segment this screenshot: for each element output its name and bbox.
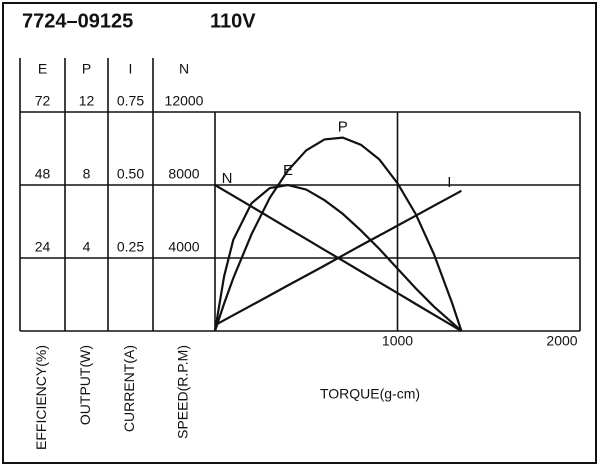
- chart-title: 7724–09125: [22, 10, 133, 32]
- y-tick-label: 12: [79, 93, 95, 109]
- y-tick-label: 24: [35, 239, 51, 255]
- series-line: [213, 136, 463, 332]
- y-tick-label: 0.50: [117, 166, 144, 182]
- x-tick-label: 2000: [546, 333, 577, 349]
- y-tick-label: 48: [35, 166, 51, 182]
- axis-label: EFFICIENCY(%): [33, 345, 49, 450]
- x-tick-label: 1000: [382, 333, 413, 349]
- axis-label: SPEED(R.P.M): [175, 345, 191, 439]
- axis-name: I: [129, 61, 133, 77]
- y-tick-label: 4: [83, 239, 91, 255]
- series-label: N: [222, 170, 233, 187]
- series-line: [213, 183, 463, 332]
- y-tick-label: 12000: [165, 93, 204, 109]
- axis-name: N: [179, 61, 189, 77]
- y-tick-label: 4000: [168, 239, 199, 255]
- y-tick-label: 8000: [168, 166, 199, 182]
- x-axis-label: TORQUE(g-cm): [320, 386, 420, 402]
- y-tick-label: 72: [35, 93, 51, 109]
- y-tick-label: 0.25: [117, 239, 144, 255]
- series-label: P: [338, 119, 348, 136]
- axis-label: CURRENT(A): [121, 345, 137, 432]
- axis-label: OUTPUT(W): [77, 345, 93, 425]
- series-line: [214, 189, 462, 327]
- axis-name: P: [82, 61, 91, 77]
- y-tick-label: 8: [83, 166, 91, 182]
- y-tick-label: 0.75: [117, 93, 144, 109]
- series-label: I: [447, 174, 451, 191]
- axis-name: E: [38, 61, 47, 77]
- series-line: [214, 184, 462, 332]
- chart-subtitle: 110V: [210, 10, 256, 32]
